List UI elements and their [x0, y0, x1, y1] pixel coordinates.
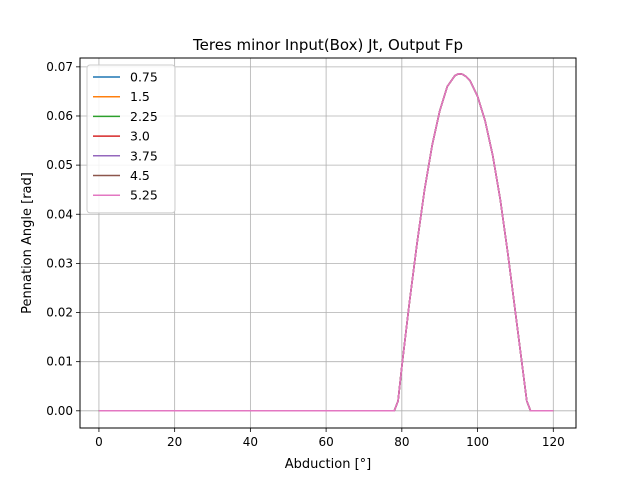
series-line-5.25 [98, 72, 554, 412]
y-tick-label: 0.04 [46, 207, 73, 221]
x-axis-ticks: 0 20 40 60 80 100 120 [95, 428, 565, 449]
series-lines [98, 72, 554, 412]
legend-label: 2.25 [130, 109, 158, 124]
x-tick-label: 100 [466, 435, 489, 449]
y-tick-label: 0.05 [46, 158, 73, 172]
y-axis-label: Pennation Angle [rad] [20, 172, 35, 314]
y-tick-label: 0.01 [46, 355, 73, 369]
x-tick-label: 60 [318, 435, 333, 449]
legend-label: 3.0 [130, 129, 150, 144]
legend-label: 0.75 [130, 70, 158, 85]
legend-label: 4.5 [130, 168, 150, 183]
y-tick-label: 0.03 [46, 256, 73, 270]
plot-frame [79, 57, 577, 429]
legend-label: 3.75 [130, 148, 158, 163]
x-tick-label: 120 [542, 435, 565, 449]
legend-label: 5.25 [130, 188, 158, 203]
x-axis-label: Abduction [°] [285, 457, 371, 472]
x-tick-label: 40 [243, 435, 258, 449]
y-tick-label: 0.00 [46, 404, 73, 418]
y-tick-label: 0.07 [46, 60, 73, 74]
x-tick-label: 80 [394, 435, 409, 449]
y-tick-label: 0.06 [46, 109, 73, 123]
x-tick-label: 0 [95, 435, 103, 449]
y-tick-label: 0.02 [46, 306, 73, 320]
legend: 0.75 1.5 2.25 3.0 3.75 4.5 5.25 [86, 64, 176, 214]
chart-title: Teres minor Input(Box) Jt, Output Fp [192, 36, 463, 54]
legend-label: 1.5 [130, 89, 150, 104]
x-tick-label: 20 [167, 435, 182, 449]
y-axis-ticks: 0.00 0.01 0.02 0.03 0.04 0.05 0.06 0.07 [46, 60, 80, 418]
